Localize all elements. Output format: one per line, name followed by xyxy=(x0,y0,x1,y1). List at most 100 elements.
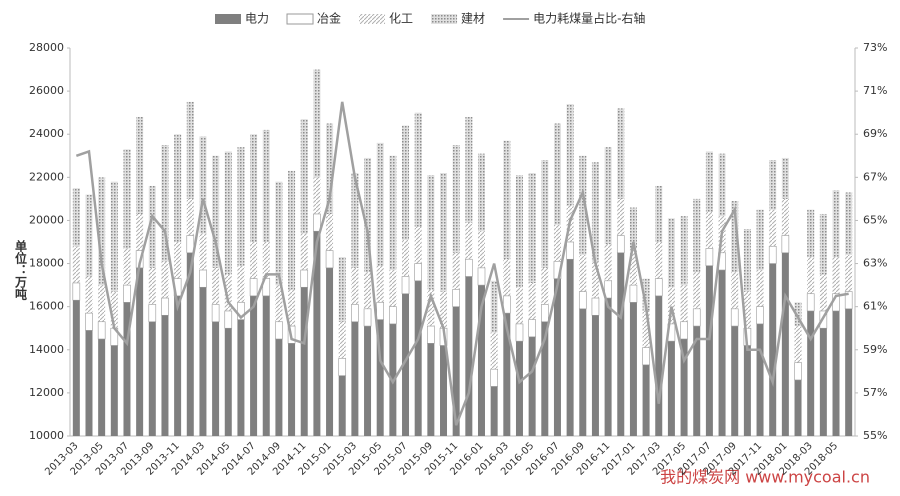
y-tick-label: 14000 xyxy=(29,343,64,356)
bar-segment xyxy=(579,254,587,292)
bar-segment xyxy=(148,304,157,323)
bar-segment xyxy=(731,326,739,436)
bar-segment xyxy=(705,211,713,249)
y-tick-label: 26000 xyxy=(29,84,64,97)
bar-segment xyxy=(262,242,270,279)
bar-segment xyxy=(540,304,549,323)
bar-segment xyxy=(515,287,523,324)
bar-segment xyxy=(161,297,169,316)
bar-segment xyxy=(427,325,435,344)
bar-segment xyxy=(338,375,346,436)
bar-segment xyxy=(161,145,169,262)
bar-segment xyxy=(98,285,106,322)
bar-segment xyxy=(326,213,334,251)
bar-segment xyxy=(427,175,435,290)
y2-tick-label: 65% xyxy=(863,213,887,226)
bar-segment xyxy=(629,207,637,249)
bar-segment xyxy=(617,198,625,236)
bar-segment xyxy=(224,310,233,329)
y-tick-label: 24000 xyxy=(29,127,64,140)
line-series xyxy=(75,101,849,426)
bar-segment xyxy=(186,252,194,436)
bar-segment xyxy=(743,291,751,329)
bar-segment xyxy=(401,276,410,295)
bar-segment xyxy=(680,285,688,322)
bar-segment xyxy=(490,280,498,333)
bar-segment xyxy=(692,308,701,327)
bar-segment xyxy=(364,157,372,273)
bar-segment xyxy=(503,259,511,296)
bar-segment xyxy=(616,235,625,254)
bar-segment xyxy=(174,134,182,242)
bar-segment xyxy=(655,185,663,242)
bar-segment xyxy=(579,308,587,436)
bar-segment xyxy=(237,265,245,303)
bar-segment xyxy=(768,246,777,264)
bar-segment xyxy=(845,254,853,292)
legend-swatch xyxy=(215,14,241,24)
y-axis-label: 单位：万吨 xyxy=(14,239,28,301)
bar-segment xyxy=(477,285,485,436)
bar-segment xyxy=(465,258,473,277)
bar-segment xyxy=(224,151,232,275)
bar-segment xyxy=(528,319,536,338)
bar-segment xyxy=(414,112,422,227)
bar-segment xyxy=(389,270,397,307)
bar-segment xyxy=(440,291,448,329)
legend-label: 冶金 xyxy=(317,11,341,26)
bar-segment xyxy=(148,185,156,268)
bar-segment xyxy=(604,244,612,281)
bar-segment xyxy=(680,216,688,286)
bar-segment xyxy=(300,287,308,436)
bar-segment xyxy=(414,280,422,436)
bar-segment xyxy=(591,261,599,299)
bar-segment xyxy=(629,302,637,436)
bar-segment xyxy=(617,252,625,436)
bar-segment xyxy=(212,267,220,305)
bar-segment xyxy=(490,332,498,370)
bar-segment xyxy=(642,364,650,436)
bar-segment xyxy=(72,282,81,301)
legend-swatch xyxy=(359,14,386,24)
bar-segment xyxy=(781,157,789,199)
bar-segment xyxy=(845,308,853,436)
bar-segment xyxy=(237,319,245,436)
bar-segment xyxy=(123,248,131,286)
y2-tick-label: 59% xyxy=(863,343,887,356)
y2-tick-label: 57% xyxy=(863,386,887,399)
bar-segment xyxy=(325,250,334,269)
bar-segment xyxy=(351,321,359,436)
bar-segment xyxy=(313,231,321,436)
bar-segment xyxy=(136,213,144,251)
bar-segment xyxy=(186,235,195,254)
bar-segment xyxy=(376,142,384,266)
bar-segment xyxy=(781,198,789,236)
bar-segment xyxy=(731,272,739,309)
bar-segment xyxy=(477,231,485,268)
bar-segment xyxy=(389,306,397,325)
bar-segment xyxy=(553,278,561,436)
bar-segment xyxy=(718,270,726,436)
bar-segment xyxy=(224,274,232,311)
bar-segment xyxy=(262,129,270,242)
bar-segment xyxy=(338,257,346,322)
y2-tick-label: 63% xyxy=(863,257,887,270)
bar-segment xyxy=(705,265,713,436)
bar-segment xyxy=(186,101,194,199)
bar-segment xyxy=(465,276,473,436)
bar-segment xyxy=(363,308,372,327)
bar-segment xyxy=(629,248,637,286)
bar-segment xyxy=(72,300,80,436)
bar-segment xyxy=(414,263,422,282)
bar-segment xyxy=(553,224,561,262)
bar-segment xyxy=(604,298,612,436)
bar-segment xyxy=(819,328,827,436)
bar-segment xyxy=(794,326,802,363)
bar-segment xyxy=(376,319,384,436)
bar-segment xyxy=(566,104,574,206)
bar-segment xyxy=(756,306,764,325)
bar-segment xyxy=(731,201,739,273)
bar-segment xyxy=(655,295,663,436)
bar-segment xyxy=(566,259,574,436)
bar-segment xyxy=(452,289,460,307)
